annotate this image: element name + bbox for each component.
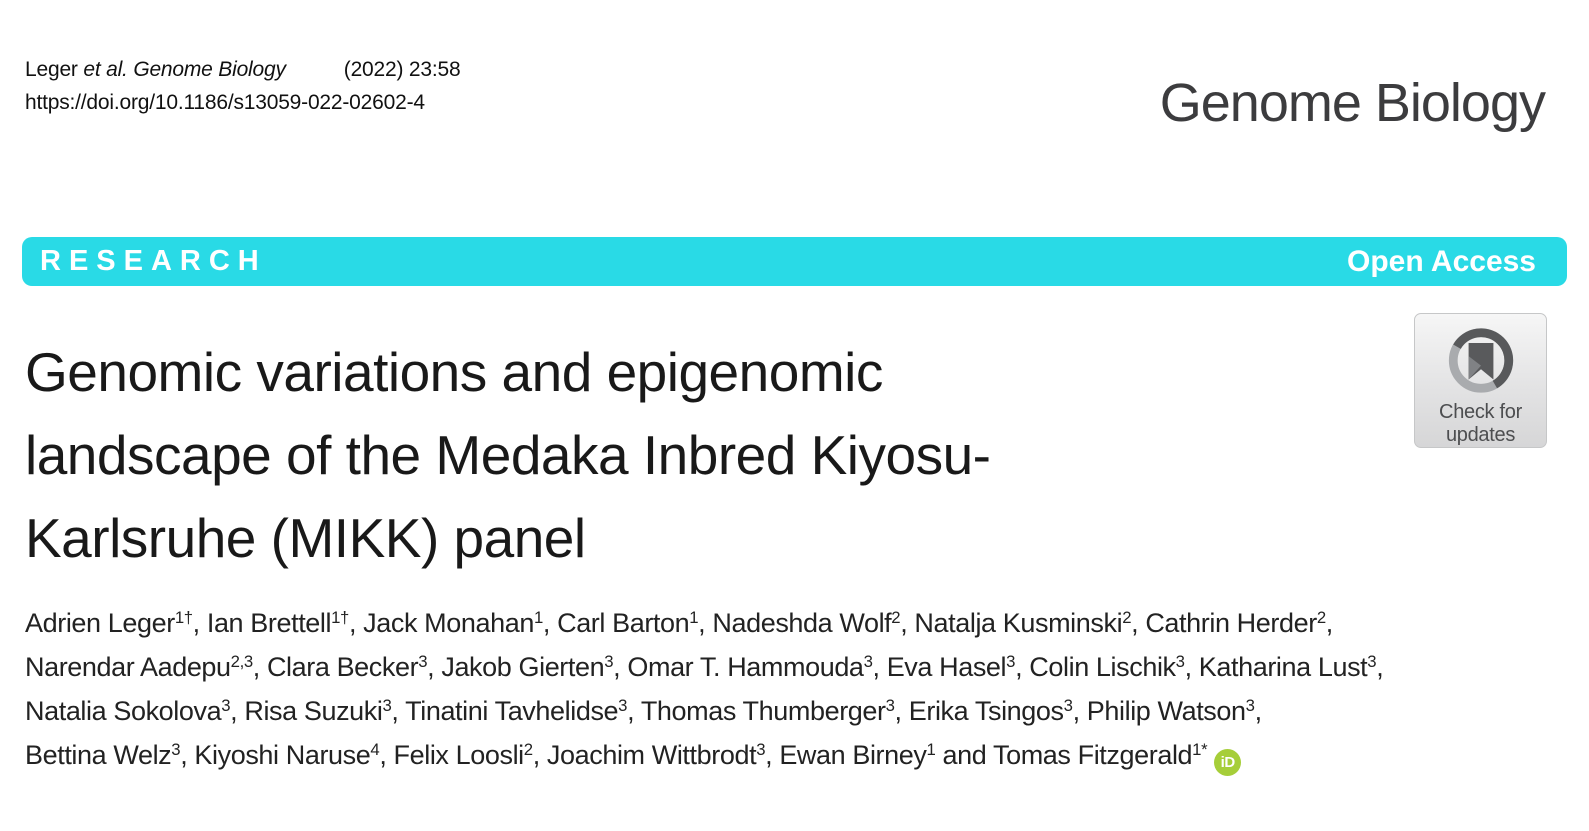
- author-affiliation-superscript: 1†: [331, 607, 349, 627]
- author-affiliation-superscript: 3: [863, 651, 873, 671]
- author-name: Adrien Leger1†: [25, 607, 193, 638]
- author-name: Tinatini Tavhelidse3: [405, 695, 628, 726]
- author-name: Erika Tsingos3: [908, 695, 1073, 726]
- citation-block: Leger et al. Genome Biology (2022) 23:58 …: [25, 53, 461, 119]
- citation-prefix: Leger: [25, 58, 84, 81]
- author-name: Cathrin Herder2: [1145, 607, 1326, 638]
- author-name: Risa Suzuki3: [244, 695, 392, 726]
- author-affiliation-superscript: 1*: [1192, 739, 1208, 759]
- crossmark-icon: [1448, 328, 1513, 393]
- citation-line: Leger et al. Genome Biology (2022) 23:58: [25, 53, 461, 86]
- author-affiliation-superscript: 3: [221, 695, 231, 715]
- author-name: Jakob Gierten3: [441, 651, 614, 682]
- author-affiliation-superscript: 2: [1122, 607, 1132, 627]
- author-name: Carl Barton1: [557, 607, 699, 638]
- check-for-updates-label: Check for updates: [1439, 401, 1522, 446]
- article-type-label: RESEARCH: [40, 245, 267, 277]
- author-name: Nadeshda Wolf2: [712, 607, 901, 638]
- doi-link[interactable]: https://doi.org/10.1186/s13059-022-02602…: [25, 91, 425, 114]
- author-line: Natalia Sokolova3, Risa Suzuki3, Tinatin…: [25, 695, 1262, 726]
- author-name: Philip Watson3: [1086, 695, 1255, 726]
- author-name: Jack Monahan1: [363, 607, 543, 638]
- author-affiliation-superscript: 3: [756, 739, 766, 759]
- author-name: Clara Becker3: [266, 651, 428, 682]
- author-affiliation-superscript: 3: [1006, 651, 1016, 671]
- title-line-1: Genomic variations and epigenomic: [25, 341, 883, 403]
- citation-issue: (2022) 23:58: [343, 58, 461, 81]
- author-name: Omar T. Hammouda3: [627, 651, 873, 682]
- article-title: Genomic variations and epigenomic landsc…: [25, 331, 1355, 580]
- author-name: Natalia Sokolova3: [25, 695, 231, 726]
- author-affiliation-superscript: 3: [171, 739, 181, 759]
- title-line-3: Karlsruhe (MIKK) panel: [25, 507, 586, 569]
- orcid-icon[interactable]: iD: [1214, 749, 1242, 776]
- citation-journal: et al. Genome Biology: [83, 58, 286, 81]
- author-line: Narendar Aadepu2,3, Clara Becker3, Jakob…: [25, 651, 1384, 682]
- title-line-2: landscape of the Medaka Inbred Kiyosu-: [25, 424, 991, 486]
- author-affiliation-superscript: 2: [523, 739, 533, 759]
- author-affiliation-superscript: 1†: [174, 607, 193, 627]
- author-name: Kiyoshi Naruse4: [194, 739, 380, 770]
- author-affiliation-superscript: 4: [370, 739, 380, 759]
- author-affiliation-superscript: 1: [689, 607, 699, 627]
- author-list: Adrien Leger1†, Ian Brettell1†, Jack Mon…: [25, 601, 1570, 777]
- author-affiliation-superscript: 3: [885, 695, 895, 715]
- author-affiliation-superscript: 3: [382, 695, 392, 715]
- author-name: Tomas Fitzgerald1*: [992, 739, 1208, 770]
- author-name: Joachim Wittbrodt3: [546, 739, 766, 770]
- author-name: Natalja Kusminski2: [914, 607, 1132, 638]
- open-access-label: Open Access: [1347, 244, 1536, 278]
- author-affiliation-superscript: 1: [926, 739, 936, 759]
- author-name: Ewan Birney1: [779, 739, 936, 770]
- author-line: Adrien Leger1†, Ian Brettell1†, Jack Mon…: [25, 607, 1333, 638]
- author-line: Bettina Welz3, Kiyoshi Naruse4, Felix Lo…: [25, 733, 1570, 777]
- author-affiliation-superscript: 2,3: [230, 651, 253, 671]
- author-name: Colin Lischik3: [1029, 651, 1185, 682]
- author-affiliation-superscript: 1: [533, 607, 543, 627]
- author-affiliation-superscript: 3: [1245, 695, 1255, 715]
- article-type-banner: RESEARCH Open Access: [22, 237, 1567, 286]
- check-for-updates-button[interactable]: Check for updates: [1414, 313, 1547, 448]
- journal-logo: Genome Biology: [1159, 73, 1546, 133]
- author-affiliation-superscript: 2: [1316, 607, 1326, 627]
- author-name: Ian Brettell1†: [206, 607, 350, 638]
- author-affiliation-superscript: 3: [1175, 651, 1185, 671]
- author-affiliation-superscript: 3: [1367, 651, 1377, 671]
- author-affiliation-superscript: 2: [891, 607, 901, 627]
- author-name: Katharina Lust3: [1198, 651, 1377, 682]
- author-affiliation-superscript: 3: [418, 651, 428, 671]
- author-name: Bettina Welz3: [25, 739, 181, 770]
- author-affiliation-superscript: 3: [1063, 695, 1073, 715]
- author-affiliation-superscript: 3: [604, 651, 614, 671]
- author-affiliation-superscript: 3: [618, 695, 628, 715]
- author-name: Felix Loosli2: [393, 739, 534, 770]
- author-name: Thomas Thumberger3: [640, 695, 895, 726]
- author-name: Eva Hasel3: [886, 651, 1016, 682]
- author-name: Narendar Aadepu2,3: [25, 651, 253, 682]
